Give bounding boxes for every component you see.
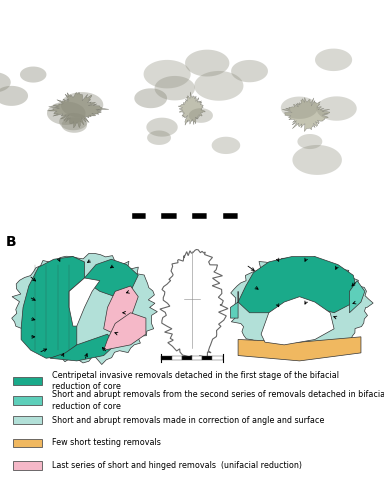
Polygon shape xyxy=(293,145,342,175)
Polygon shape xyxy=(349,280,365,313)
Polygon shape xyxy=(144,60,191,88)
Polygon shape xyxy=(134,88,167,108)
Text: A: A xyxy=(8,7,18,21)
Polygon shape xyxy=(104,286,138,334)
Polygon shape xyxy=(47,102,86,125)
Bar xyxy=(212,356,223,360)
Text: Centripetal invasive removals detached in the first stage of the bifacial
reduct: Centripetal invasive removals detached i… xyxy=(52,371,339,391)
Polygon shape xyxy=(315,48,352,71)
Bar xyxy=(192,214,207,219)
Polygon shape xyxy=(282,98,330,132)
Polygon shape xyxy=(84,259,138,296)
Bar xyxy=(238,214,253,219)
Bar xyxy=(13,377,42,385)
Polygon shape xyxy=(21,256,84,358)
Bar xyxy=(13,438,42,447)
Text: Few short testing removals: Few short testing removals xyxy=(52,438,161,448)
Polygon shape xyxy=(12,254,157,364)
Text: B: B xyxy=(6,235,17,249)
Bar xyxy=(172,356,182,360)
Bar xyxy=(161,214,177,219)
Polygon shape xyxy=(178,92,205,125)
Bar xyxy=(131,214,146,219)
Bar xyxy=(202,356,212,360)
Polygon shape xyxy=(0,72,11,92)
Polygon shape xyxy=(69,278,100,326)
Polygon shape xyxy=(185,50,229,76)
Polygon shape xyxy=(212,136,240,154)
Bar xyxy=(13,396,42,404)
Polygon shape xyxy=(238,256,357,313)
Polygon shape xyxy=(147,130,171,145)
Bar xyxy=(182,356,192,360)
Polygon shape xyxy=(50,334,115,361)
Polygon shape xyxy=(194,71,243,101)
Polygon shape xyxy=(61,118,87,133)
Bar xyxy=(192,356,202,360)
Polygon shape xyxy=(231,60,268,82)
Polygon shape xyxy=(47,92,109,128)
Polygon shape xyxy=(160,250,228,359)
Polygon shape xyxy=(155,76,195,100)
Polygon shape xyxy=(59,113,88,130)
Bar xyxy=(161,356,172,360)
Polygon shape xyxy=(146,118,178,137)
Bar xyxy=(223,214,238,219)
Polygon shape xyxy=(316,96,357,120)
Polygon shape xyxy=(230,292,238,318)
Text: Short and abrupt removals made in correction of angle and surface: Short and abrupt removals made in correc… xyxy=(52,416,324,424)
Polygon shape xyxy=(231,257,373,358)
Polygon shape xyxy=(189,108,213,123)
Polygon shape xyxy=(281,96,318,119)
Polygon shape xyxy=(20,66,46,82)
Bar xyxy=(146,214,161,219)
Polygon shape xyxy=(261,296,334,345)
Text: Last series of short and hinged removals  (unifacial reduction): Last series of short and hinged removals… xyxy=(52,461,302,470)
Polygon shape xyxy=(238,337,361,361)
Polygon shape xyxy=(104,313,146,350)
Bar xyxy=(13,462,42,469)
Polygon shape xyxy=(0,86,28,106)
Bar xyxy=(207,214,223,219)
Bar xyxy=(177,214,192,219)
Polygon shape xyxy=(298,134,322,149)
Polygon shape xyxy=(61,92,103,118)
Text: Short and abrupt removals from the second series of removals detached in bifacia: Short and abrupt removals from the secon… xyxy=(52,390,384,410)
Bar xyxy=(13,416,42,424)
